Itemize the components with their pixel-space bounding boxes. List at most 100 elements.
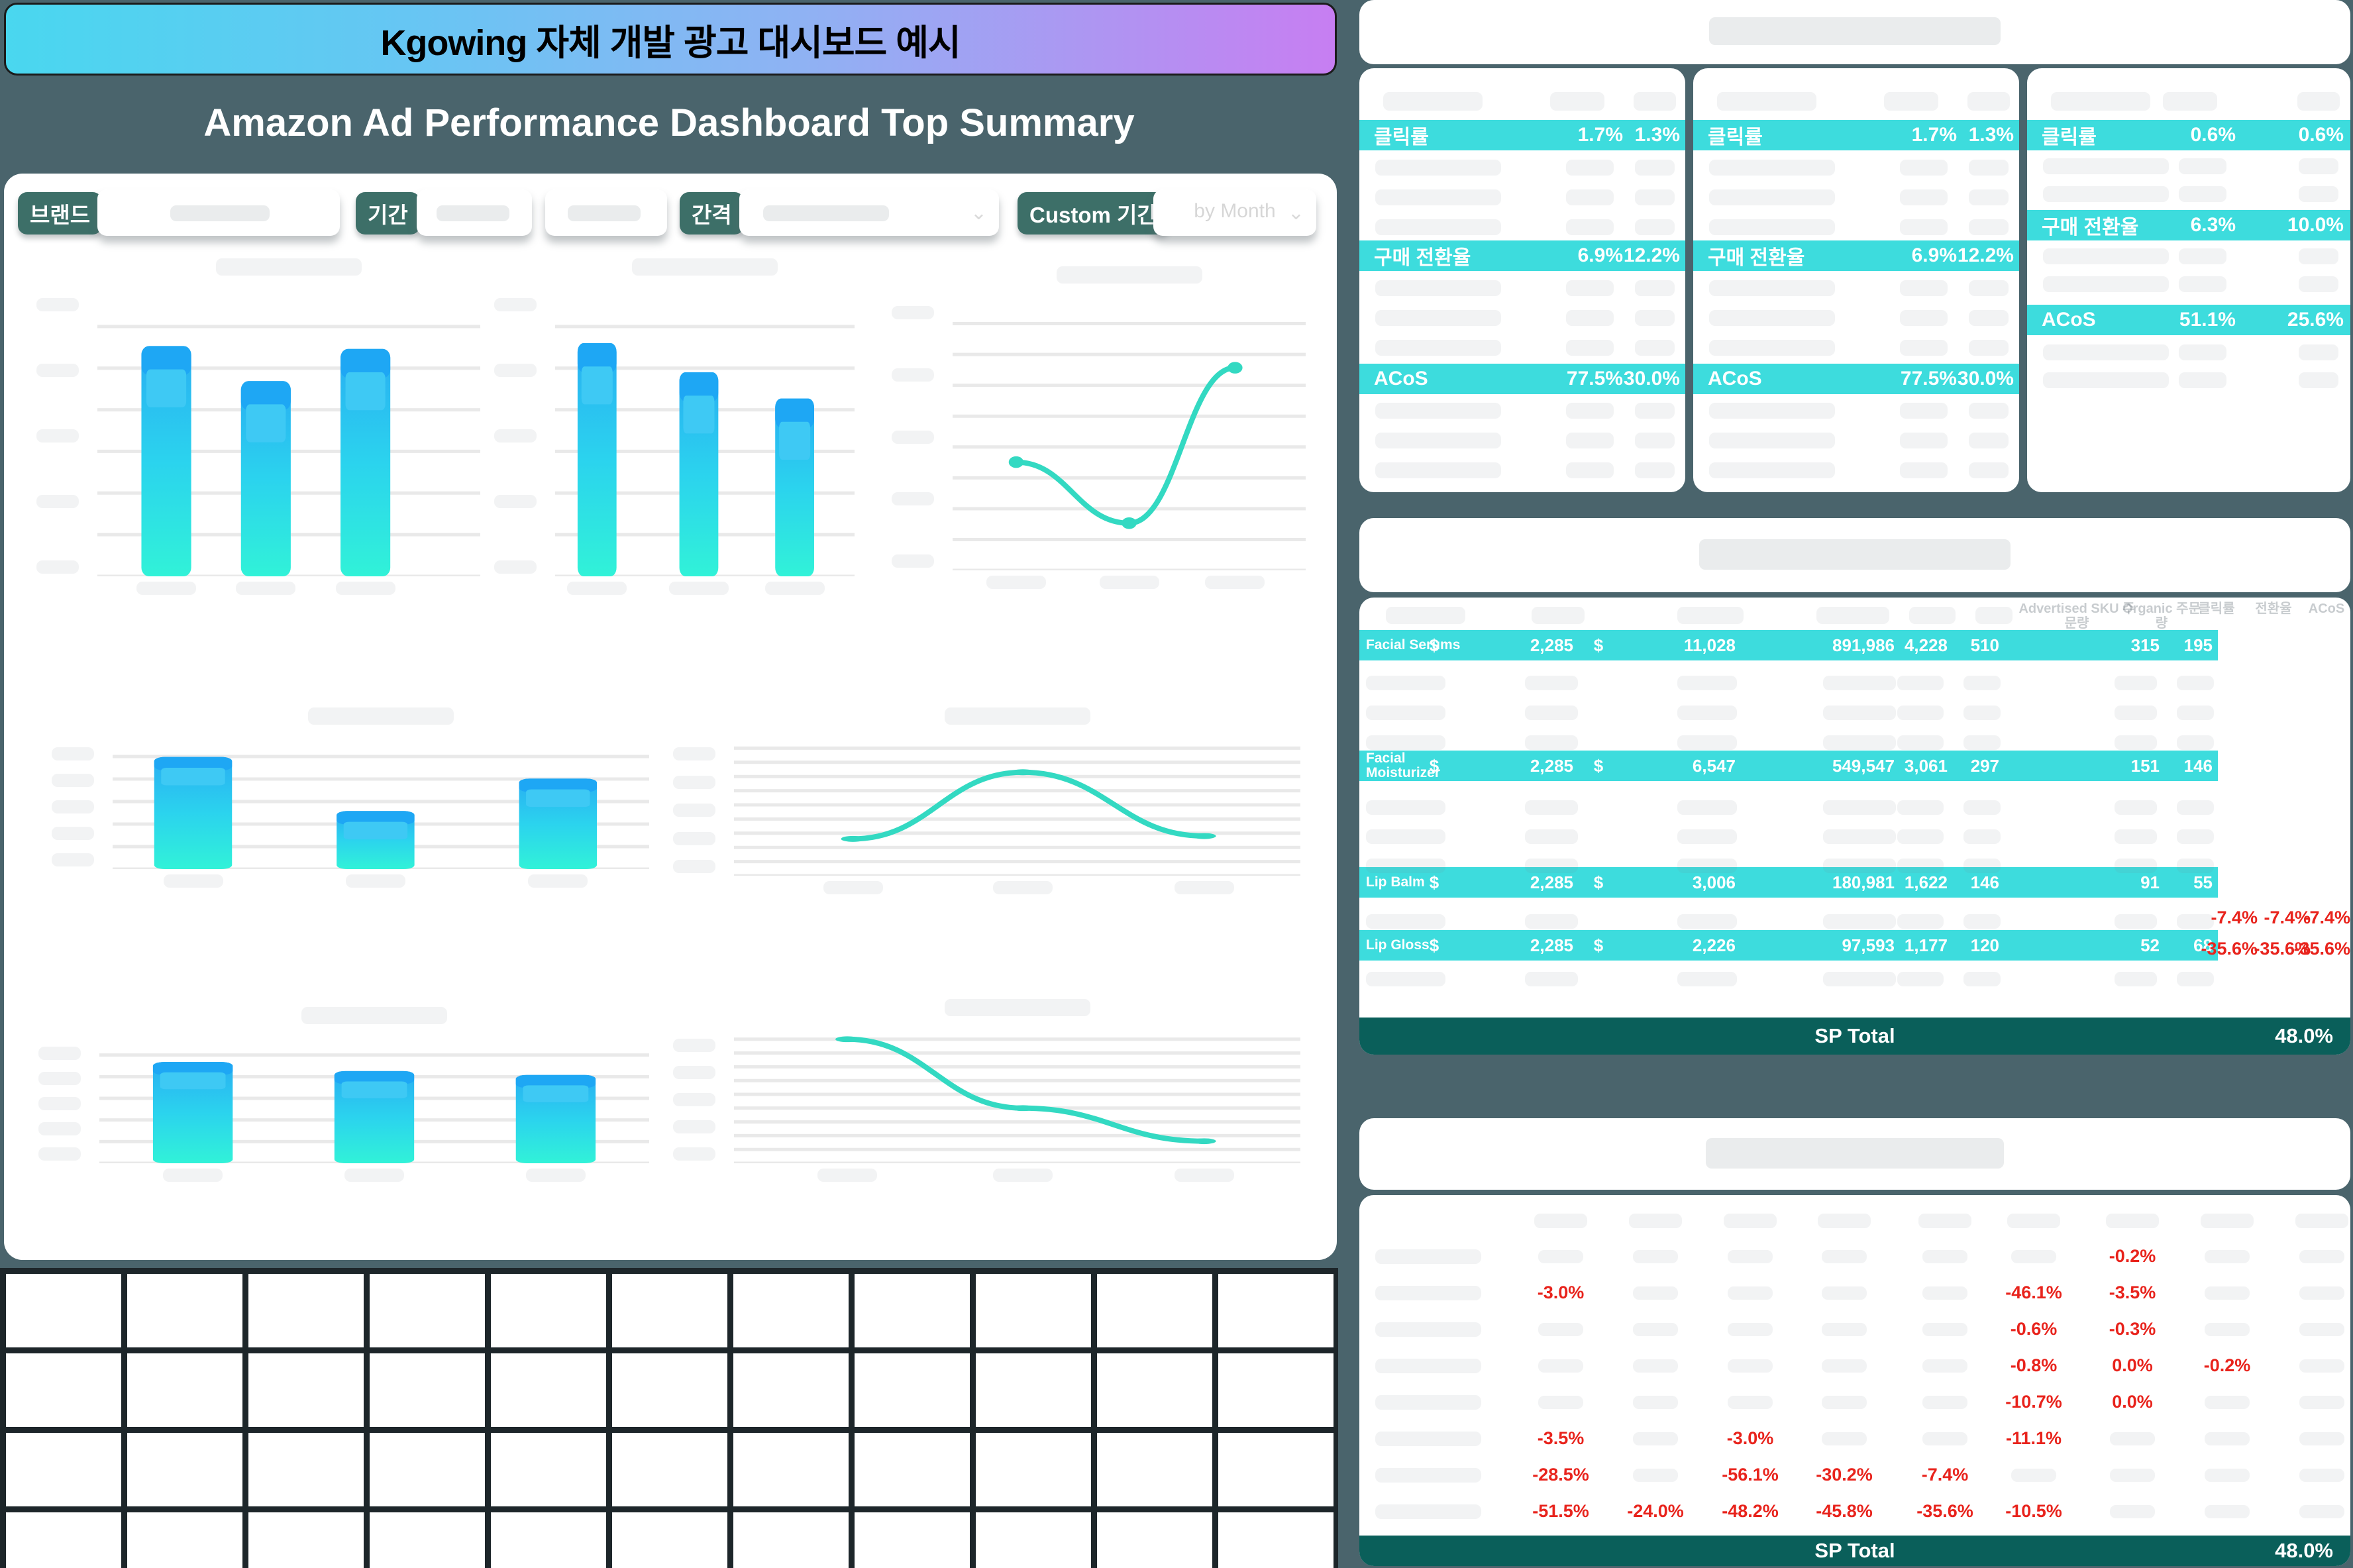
metric-label: ACoS [1374, 368, 1428, 390]
sku-organic-orders: 195 [2183, 635, 2213, 655]
period-end-input[interactable] [545, 189, 667, 236]
ghost-text [2299, 1469, 2344, 1482]
ghost-text [1967, 92, 2010, 111]
metric-label: 클릭률 [1374, 127, 1429, 148]
sku-change-value: -7.4% [2303, 908, 2350, 927]
ghost-text [1822, 1396, 1867, 1409]
ghost-text [1633, 1396, 1678, 1409]
chart-bar-top-mid [494, 258, 855, 600]
ghost-text [1375, 310, 1501, 326]
sku-adv-orders: 315 [2130, 635, 2160, 655]
ghost-text [1922, 1432, 1967, 1445]
ghost-text [2179, 158, 2226, 174]
banner-title: Kgowing 자체 개발 광고 대시보드 예시 [380, 23, 961, 63]
ghost-text [2205, 1323, 2250, 1336]
ghost-text [1897, 735, 1944, 750]
yoy-title-card [1359, 1118, 2350, 1190]
metric-current: 6.3% [2190, 214, 2236, 236]
ghost-text [1634, 92, 1676, 111]
sku-title-card [1359, 518, 2350, 592]
yoy-ghost-title [1706, 1138, 2004, 1169]
ghost-text [1822, 1250, 1867, 1263]
ghost-text [1525, 914, 1578, 929]
period-filter-chip[interactable]: 기간 [356, 192, 420, 235]
yoy-change-value: -46.1% [2005, 1282, 2062, 1302]
ghost-text [236, 582, 296, 595]
ghost-text [38, 1097, 81, 1110]
ghost-text [1566, 280, 1614, 296]
summary-card: 클릭률 1.7% 1.3% 구매 전환율 6.9% 12.2% ACoS 77.5% 30.0% [1359, 68, 1685, 492]
ghost-text [668, 582, 729, 595]
ghost-text [1366, 829, 1445, 844]
chevron-down-icon: ⌄ [1287, 202, 1304, 224]
sku-orders: 297 [1970, 755, 1999, 776]
ghost-text [528, 874, 588, 888]
sku-name: Lip Gloss [1366, 937, 1430, 953]
ghost-text [1709, 433, 1835, 448]
ghost-text [345, 874, 405, 888]
currency-icon: $ [1593, 935, 1604, 955]
ghost-text [1366, 972, 1445, 986]
ghost-text [2177, 676, 2214, 690]
ghost-text [2106, 1214, 2159, 1228]
interval-filter-chip[interactable]: 간격 [680, 192, 744, 235]
ghost-text [1822, 1286, 1867, 1300]
metric-benchmark: 30.0% [1623, 368, 1680, 390]
yoy-change-value: -11.1% [2005, 1428, 2062, 1448]
period-start-input[interactable] [417, 189, 532, 236]
metric-label: 클릭률 [1708, 127, 1763, 148]
ghost-text [1900, 310, 1948, 326]
ghost-text [494, 298, 537, 311]
ghost-text [1566, 403, 1614, 419]
sku-organic-orders: 68 [2193, 935, 2213, 955]
sku-row: Lip Gloss $2,285 $2,226 97,593 1,177 120 52 68 [1359, 930, 2218, 961]
ghost-text [1897, 829, 1944, 844]
ghost-text [1538, 1396, 1583, 1409]
chart-bar-mid-left [52, 707, 649, 893]
ghost-text [1884, 92, 1938, 111]
interval-select[interactable]: ⌄ [739, 189, 999, 236]
ghost-text [673, 860, 715, 873]
brand-select[interactable] [97, 189, 340, 236]
ghost-text [1969, 462, 2009, 478]
sku-clicks: 1,177 [1904, 935, 1948, 955]
ghost-text [2299, 344, 2338, 360]
ghost-text [673, 747, 715, 760]
ghost-text [1375, 1322, 1481, 1337]
ghost-text [1635, 403, 1675, 419]
ghost-text [2177, 800, 2214, 815]
ghost-text [2299, 1432, 2344, 1445]
ghost-text [1823, 676, 1896, 690]
ghost-text [1969, 340, 2009, 356]
ghost-text [1375, 1395, 1481, 1410]
ghost-text [2299, 186, 2338, 202]
ghost-text [1525, 706, 1578, 720]
custom-period-chip[interactable]: Custom 기간 [1018, 192, 1169, 235]
brand-filter-chip[interactable]: 브랜드 [18, 192, 103, 235]
ghost-text [1375, 160, 1501, 176]
ghost-text [2179, 372, 2226, 388]
ghost-text [1922, 1250, 1967, 1263]
ghost-text [1538, 1250, 1583, 1263]
ghost-text [494, 364, 537, 377]
ghost-text [823, 881, 883, 894]
metric-label: 구매 전환율 [2042, 217, 2139, 238]
custom-period-select[interactable]: by Month ⌄ [1153, 189, 1316, 236]
metric-benchmark: 30.0% [1957, 368, 2014, 390]
ghost-text [1963, 829, 2001, 844]
ghost-text [673, 1093, 715, 1106]
ghost-text [1629, 1214, 1682, 1228]
ghost-text [1635, 280, 1675, 296]
chart-line-mid-right [673, 707, 1300, 900]
sku-orders: 120 [1970, 935, 1999, 955]
yoy-change-value: -24.0% [1627, 1501, 1684, 1521]
sku-impressions: 549,547 [1832, 755, 1895, 776]
ghost-text [2110, 1469, 2155, 1482]
ghost-text [1677, 914, 1737, 929]
yoy-change-value: -56.1% [1722, 1465, 1779, 1485]
ghost-text [308, 707, 454, 725]
ghost-text [1963, 972, 2001, 986]
ghost-text [2043, 344, 2169, 360]
sku-ghost-title [1699, 539, 2011, 570]
ghost-text [1375, 1432, 1481, 1446]
